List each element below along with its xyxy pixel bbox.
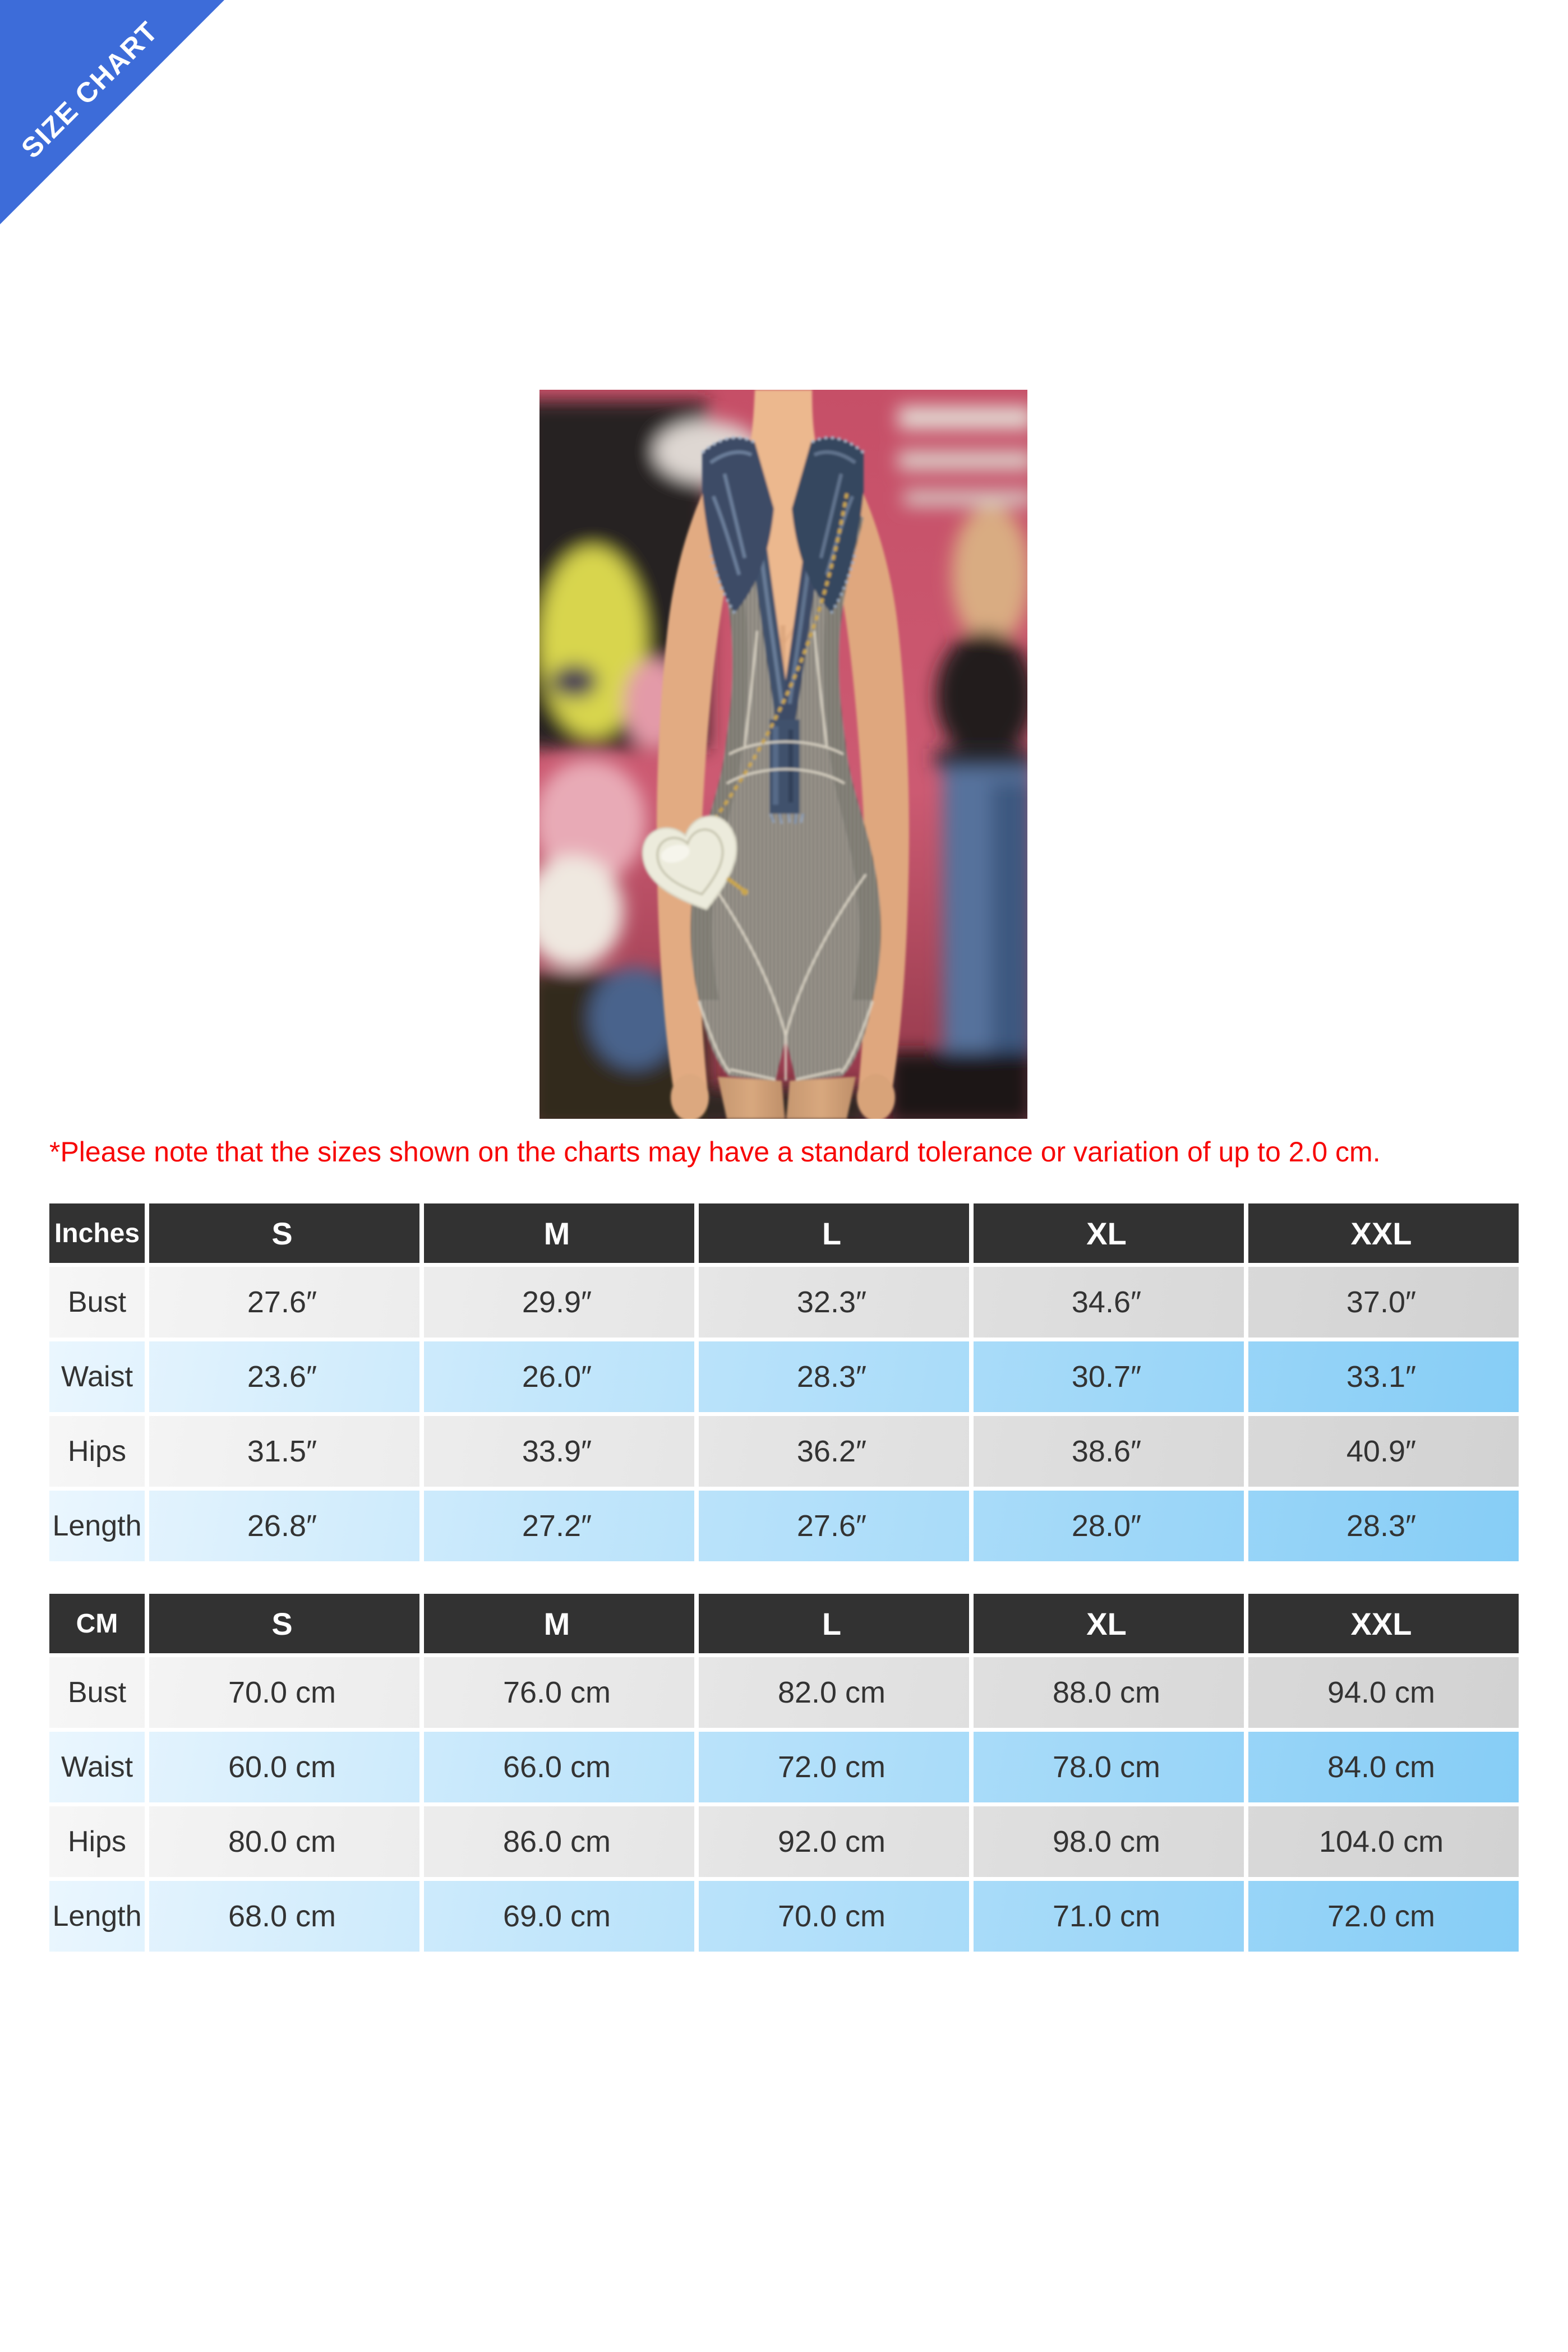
measurement-cell: 36.2″ (796, 1435, 867, 1468)
column-divider (694, 1594, 699, 1956)
measurement-cell: 31.5″ (247, 1435, 317, 1468)
size-table-cm: CM S M L XL XXL Bust 70.0 cm 76.0 cm 82.… (49, 1594, 1519, 1956)
measurement-cell: 34.6″ (1071, 1285, 1142, 1319)
table-row-hips: Hips 31.5″ 33.9″ 36.2″ 38.6″ 40.9″ (49, 1416, 1519, 1487)
column-divider (694, 1203, 699, 1565)
measurement-cell: 27.6″ (247, 1285, 317, 1319)
measurement-cell: 84.0 cm (1327, 1750, 1436, 1784)
measurement-cell: 29.9″ (522, 1285, 592, 1319)
size-col-header-l: L (822, 1606, 842, 1641)
size-col-header-s: S (271, 1606, 293, 1641)
cm-header-row: CM S M L XL XXL (49, 1594, 1519, 1653)
heart-purse (642, 815, 749, 911)
measurement-cell: 80.0 cm (228, 1825, 336, 1858)
measurement-cell: 28.3″ (796, 1360, 867, 1394)
measurement-cell: 82.0 cm (777, 1676, 886, 1709)
measurement-cell: 28.3″ (1346, 1509, 1417, 1543)
measurement-cell: 94.0 cm (1327, 1676, 1436, 1709)
size-col-header-s: S (271, 1215, 293, 1251)
measurement-cell: 72.0 cm (777, 1750, 886, 1784)
gold-chain-strap (713, 493, 848, 820)
measurement-cell: 27.2″ (522, 1509, 592, 1543)
product-photo (539, 390, 1027, 1119)
row-label: Waist (61, 1361, 133, 1393)
table-row-hips: Hips 80.0 cm 86.0 cm 92.0 cm 98.0 cm 104… (49, 1806, 1519, 1877)
row-label: Hips (67, 1435, 127, 1468)
column-divider (969, 1594, 974, 1956)
column-divider (419, 1594, 424, 1956)
unit-header-cell: Inches (54, 1218, 140, 1248)
measurement-cell: 33.1″ (1346, 1360, 1417, 1394)
ribbon-label: SIZE CHART (15, 15, 164, 164)
column-divider (145, 1203, 149, 1565)
table-row-waist: Waist 23.6″ 26.0″ 28.3″ 30.7″ 33.1″ (49, 1341, 1519, 1412)
measurement-cell: 66.0 cm (502, 1750, 611, 1784)
measurement-cell: 69.0 cm (502, 1899, 611, 1933)
size-col-header-xl: XL (1086, 1606, 1127, 1641)
mannequin (642, 390, 910, 1119)
measurement-cell: 70.0 cm (228, 1676, 336, 1709)
measurement-cell: 38.6″ (1071, 1435, 1142, 1468)
row-label: Bust (67, 1286, 127, 1318)
column-divider (1244, 1203, 1248, 1565)
table-row-waist: Waist 60.0 cm 66.0 cm 72.0 cm 78.0 cm 84… (49, 1732, 1519, 1802)
measurement-cell: 60.0 cm (228, 1750, 336, 1784)
size-col-header-xxl: XXL (1350, 1606, 1412, 1641)
measurement-cell: 32.3″ (796, 1285, 867, 1319)
size-chart-ribbon: SIZE CHART (0, 0, 224, 224)
size-col-header-xl: XL (1086, 1215, 1127, 1251)
inches-header-row: Inches S M L XL XXL (49, 1203, 1519, 1263)
measurement-cell: 68.0 cm (228, 1899, 336, 1933)
measurement-cell: 30.7″ (1071, 1360, 1142, 1394)
measurement-cell: 70.0 cm (777, 1899, 886, 1933)
measurement-cell: 72.0 cm (1327, 1899, 1436, 1933)
product-photo-illustration (539, 390, 1027, 1119)
row-label: Length (52, 1510, 142, 1542)
measurement-cell: 71.0 cm (1052, 1899, 1161, 1933)
table-row-length: Length 26.8″ 27.2″ 27.6″ 28.0″ 28.3″ (49, 1491, 1519, 1561)
measurement-cell: 37.0″ (1346, 1285, 1417, 1319)
measurement-cell: 92.0 cm (777, 1825, 886, 1858)
size-col-header-m: M (543, 1606, 570, 1641)
row-label: Hips (67, 1825, 127, 1858)
measurement-cell: 88.0 cm (1052, 1676, 1161, 1709)
size-col-header-m: M (543, 1215, 570, 1251)
measurement-cell: 23.6″ (247, 1360, 317, 1394)
measurement-cell: 104.0 cm (1318, 1825, 1444, 1858)
measurement-cell: 27.6″ (796, 1509, 867, 1543)
table-row-bust: Bust 27.6″ 29.9″ 32.3″ 34.6″ 37.0″ (49, 1267, 1519, 1338)
measurement-cell: 76.0 cm (502, 1676, 611, 1709)
size-col-header-xxl: XXL (1350, 1215, 1412, 1251)
measurement-cell: 86.0 cm (502, 1825, 611, 1858)
table-row-length: Length 68.0 cm 69.0 cm 70.0 cm 71.0 cm 7… (49, 1881, 1519, 1952)
stitch-seams (698, 630, 874, 1081)
measurement-cell: 98.0 cm (1052, 1825, 1161, 1858)
size-col-header-l: L (822, 1215, 842, 1251)
row-label: Waist (61, 1751, 133, 1783)
column-divider (1244, 1594, 1248, 1956)
measurement-cell: 26.0″ (522, 1360, 592, 1394)
measurement-cell: 33.9″ (522, 1435, 592, 1468)
column-divider (419, 1203, 424, 1565)
row-label: Bust (67, 1676, 127, 1709)
size-table-inches: Inches S M L XL XXL Bust 27.6″ 29.9″ 32.… (49, 1203, 1519, 1565)
tolerance-disclaimer: *Please note that the sizes shown on the… (49, 1136, 1381, 1168)
column-divider (969, 1203, 974, 1565)
row-label: Length (52, 1900, 142, 1933)
measurement-cell: 26.8″ (247, 1509, 317, 1543)
column-divider (145, 1594, 149, 1956)
measurement-cell: 78.0 cm (1052, 1750, 1161, 1784)
measurement-cell: 28.0″ (1071, 1509, 1142, 1543)
measurement-cell: 40.9″ (1346, 1435, 1417, 1468)
unit-header-cell: CM (76, 1608, 118, 1639)
table-row-bust: Bust 70.0 cm 76.0 cm 82.0 cm 88.0 cm 94.… (49, 1657, 1519, 1728)
